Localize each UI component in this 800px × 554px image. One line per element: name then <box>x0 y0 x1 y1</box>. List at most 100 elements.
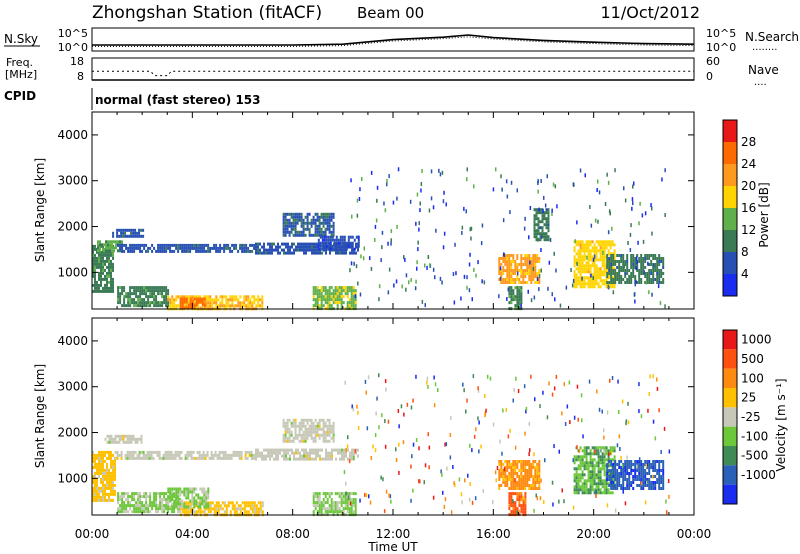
heatmap-cell <box>97 243 99 247</box>
heatmap-cell <box>607 473 610 477</box>
heatmap-cell <box>96 265 98 269</box>
x-tick-label: 08:00 <box>275 527 310 541</box>
heatmap-cell <box>314 224 317 228</box>
heatmap-cell <box>626 469 629 472</box>
heatmap-cell <box>535 217 538 221</box>
heatmap-cell <box>102 253 104 257</box>
heatmap-cell <box>365 493 368 498</box>
heatmap-cell <box>155 498 158 502</box>
heatmap-cell <box>336 510 339 514</box>
heatmap-cell <box>133 292 136 296</box>
heatmap-cell <box>641 213 644 218</box>
heatmap-cell <box>341 454 343 458</box>
heatmap-cell <box>298 430 301 434</box>
heatmap-cell <box>587 473 590 477</box>
heatmap-cell <box>624 198 627 203</box>
colorbar-swatch <box>723 186 737 208</box>
heatmap-cell <box>119 243 122 247</box>
heatmap-cell <box>332 504 335 508</box>
heatmap-cell <box>306 218 309 222</box>
heatmap-cell <box>157 286 160 290</box>
heatmap-cell <box>324 510 327 514</box>
heatmap-cell <box>227 504 230 508</box>
heatmap-cell <box>201 490 204 494</box>
heatmap-cell <box>573 473 576 477</box>
heatmap-cell <box>496 466 499 470</box>
heatmap-cell <box>165 249 168 253</box>
heatmap-cell <box>403 412 405 417</box>
velocity-colorbar-label: Velocity [m s⁻¹] <box>774 378 788 471</box>
heatmap-cell <box>532 487 535 490</box>
heatmap-cell <box>577 473 580 477</box>
heatmap-cell <box>573 461 576 465</box>
heatmap-cell <box>500 472 503 475</box>
heatmap-cell <box>183 487 186 491</box>
heatmap-cell <box>608 269 611 272</box>
heatmap-cell <box>307 245 309 249</box>
heatmap-cell <box>326 298 329 302</box>
heatmap-cell <box>350 301 353 305</box>
heatmap-cell <box>440 469 442 474</box>
heatmap-cell <box>124 231 127 235</box>
heatmap-cell <box>215 243 218 247</box>
heatmap-cell <box>654 266 657 269</box>
heatmap-cell <box>634 257 637 260</box>
heatmap-cell <box>336 501 339 505</box>
nsearch-label: N.Search <box>745 30 799 44</box>
heatmap-cell <box>489 376 492 381</box>
heatmap-cell <box>119 301 122 305</box>
heatmap-cell <box>526 484 529 487</box>
heatmap-cell <box>316 286 319 290</box>
heatmap-cell <box>330 504 333 508</box>
heatmap-cell <box>318 224 321 228</box>
heatmap-cell <box>106 250 108 254</box>
heatmap-cell <box>647 408 649 413</box>
heatmap-cell <box>611 240 614 244</box>
heatmap-cell <box>470 226 473 231</box>
heatmap-cell <box>348 498 351 502</box>
heatmap-cell <box>345 251 347 255</box>
heatmap-cell <box>290 421 293 425</box>
heatmap-cell <box>468 262 471 267</box>
heatmap-cell <box>528 484 531 487</box>
heatmap-cell <box>339 457 341 461</box>
heatmap-cell <box>573 458 576 462</box>
heatmap-cell <box>291 245 293 249</box>
heatmap-cell <box>530 466 533 469</box>
heatmap-cell <box>193 297 196 301</box>
heatmap-cell <box>207 295 210 299</box>
heatmap-cell <box>518 492 521 496</box>
nsky-label: N.Sky <box>4 32 38 46</box>
heatmap-cell <box>504 281 507 284</box>
heatmap-cell <box>110 459 112 463</box>
heatmap-cell <box>349 244 352 248</box>
heatmap-cell <box>533 208 536 212</box>
heatmap-cell <box>251 249 254 253</box>
heatmap-cell <box>662 266 665 269</box>
heatmap-cell <box>331 247 334 251</box>
heatmap-cell <box>647 261 649 266</box>
heatmap-cell <box>509 210 511 215</box>
heatmap-cell <box>614 281 617 284</box>
heatmap-cell <box>161 246 164 250</box>
heatmap-cell <box>150 450 153 454</box>
heatmap-cell <box>316 233 319 237</box>
heatmap-cell <box>302 430 305 434</box>
heatmap-cell <box>123 492 126 496</box>
heatmap-cell <box>322 233 325 237</box>
heatmap-cell <box>128 234 131 238</box>
heatmap-cell <box>662 484 665 487</box>
heatmap-cell <box>656 481 659 484</box>
heatmap-cell <box>532 463 535 466</box>
heatmap-cell <box>589 240 592 244</box>
heatmap-cell <box>520 481 523 484</box>
heatmap-cell <box>334 301 337 305</box>
y-tick-label: 1000 <box>57 471 88 485</box>
heatmap-cell <box>137 495 140 499</box>
heatmap-cell <box>551 211 553 216</box>
heatmap-cell <box>102 277 104 281</box>
heatmap-cell <box>610 281 613 284</box>
heatmap-cell <box>611 285 614 289</box>
heatmap-cell <box>443 190 445 195</box>
